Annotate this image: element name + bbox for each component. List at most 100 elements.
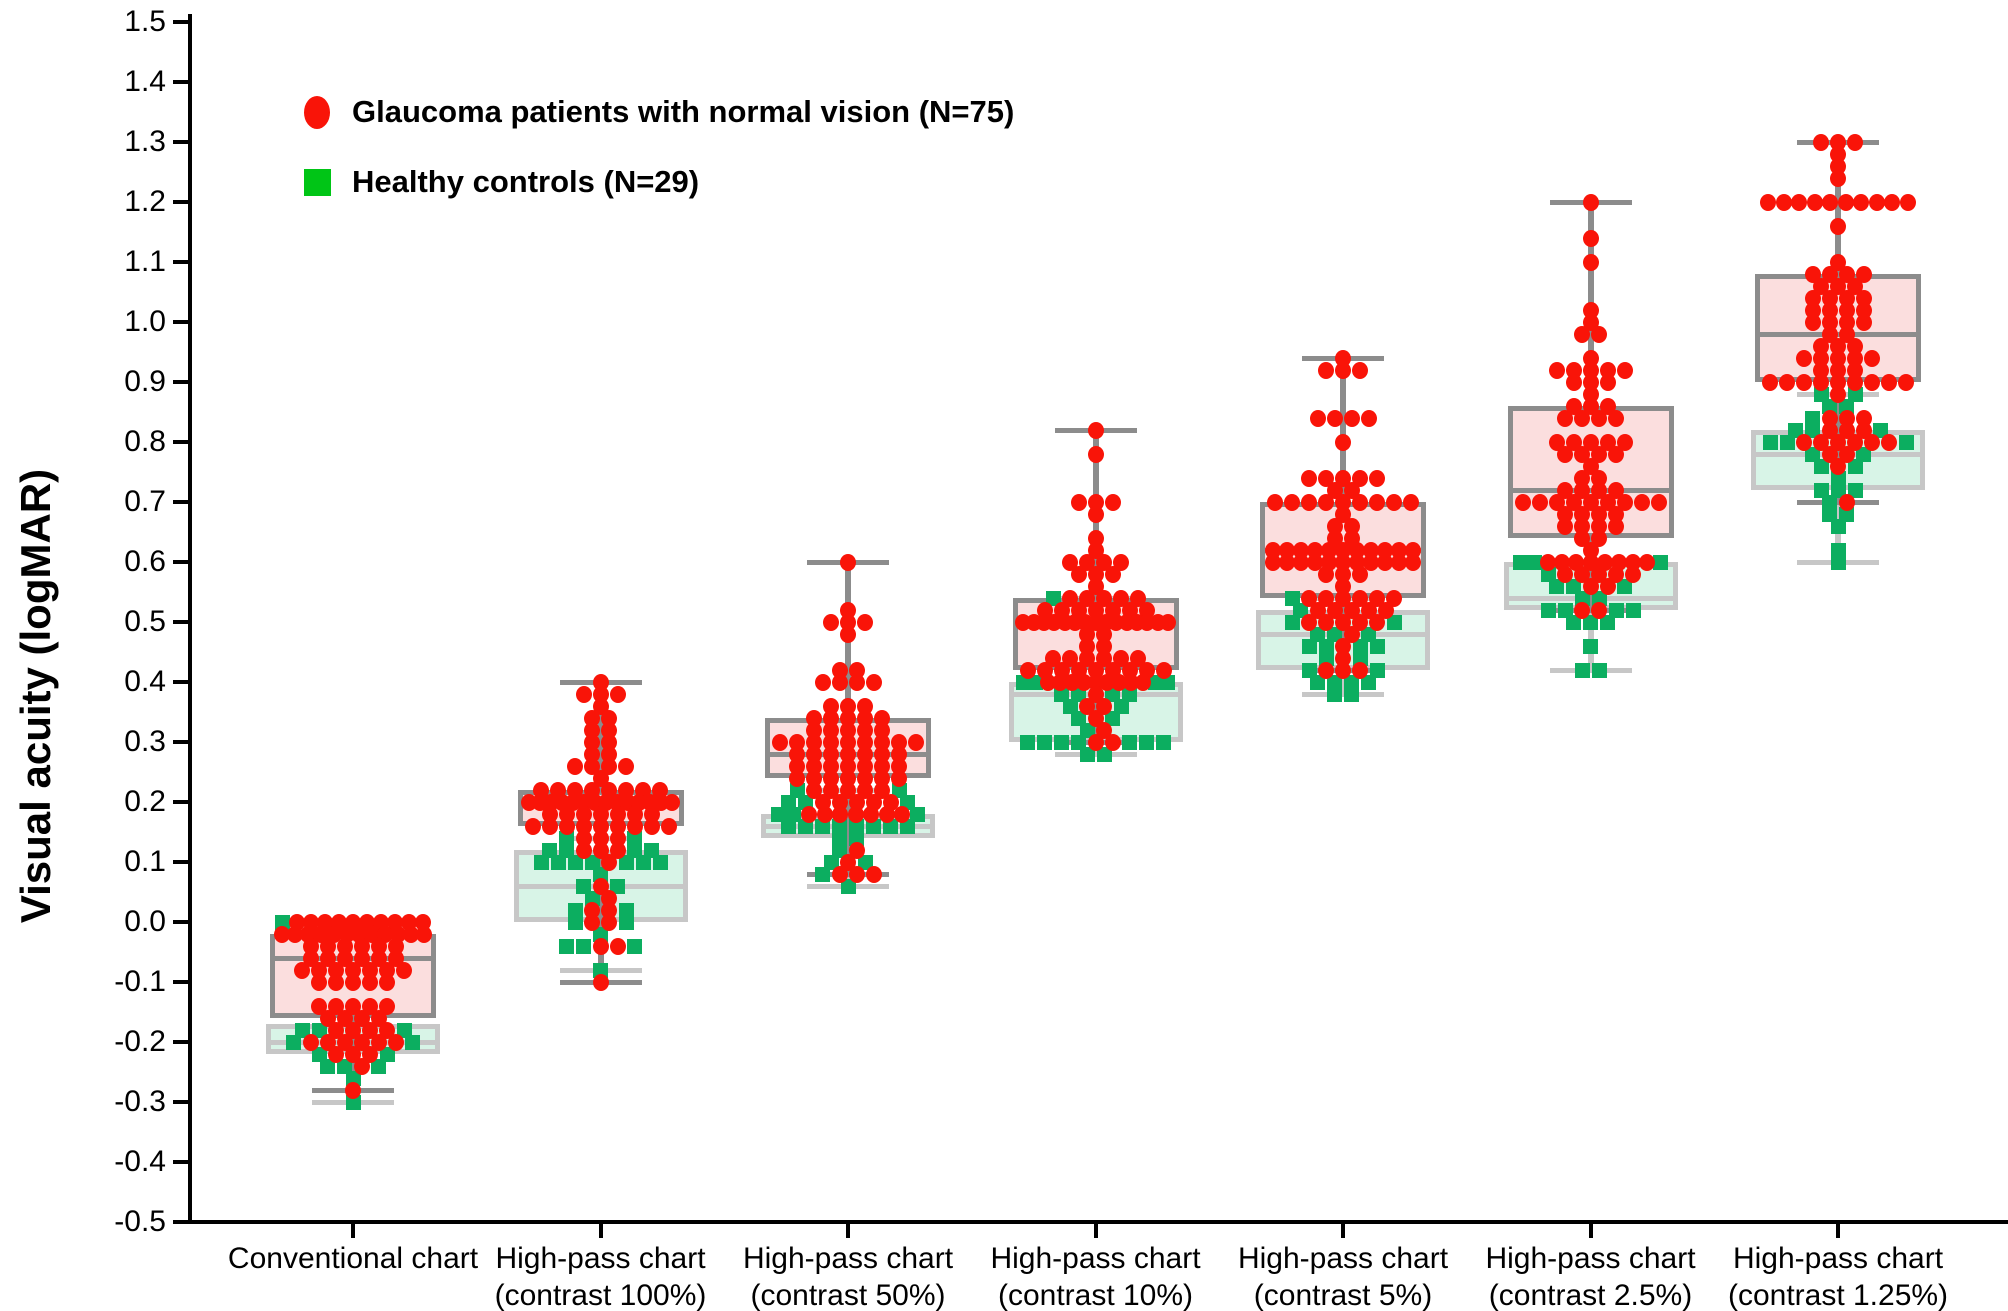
- healthy-point: [1805, 446, 1820, 462]
- healthy-point: [815, 866, 830, 882]
- healthy-point: [1617, 578, 1632, 594]
- healthy-point: [286, 1034, 301, 1050]
- glaucoma-point: [878, 805, 895, 823]
- healthy-point: [770, 806, 786, 822]
- glaucoma-point: [1531, 493, 1548, 511]
- glaucoma-point: [541, 817, 558, 835]
- glaucoma-point: [789, 769, 805, 787]
- x-axis-category-label-line: High-pass chart: [1237, 1242, 1449, 1275]
- glaucoma-point: [1377, 601, 1394, 619]
- glaucoma-point: [1638, 553, 1655, 571]
- y-axis-tick: [173, 380, 189, 384]
- healthy-point: [652, 854, 668, 870]
- glaucoma-point: [1063, 673, 1080, 691]
- glaucoma-point: [362, 973, 378, 991]
- glaucoma-point: [601, 853, 617, 871]
- glaucoma-point: [1838, 445, 1855, 463]
- healthy-point: [1105, 710, 1120, 726]
- glaucoma-point: [848, 673, 865, 691]
- glaucoma-point: [664, 793, 681, 811]
- glaucoma-point: [1762, 373, 1778, 391]
- glaucoma-point: [1599, 577, 1616, 595]
- glaucoma-point: [575, 685, 592, 703]
- glaucoma-point: [863, 805, 880, 823]
- healthy-point: [1512, 554, 1528, 570]
- glaucoma-point: [1318, 613, 1334, 631]
- glaucoma-point: [1391, 553, 1408, 571]
- glaucoma-point: [311, 973, 327, 991]
- glaucoma-point: [1806, 193, 1823, 211]
- glaucoma-point: [1616, 433, 1633, 451]
- healthy-point: [1566, 614, 1581, 630]
- x-axis-category-label-line: High-pass chart: [742, 1242, 954, 1275]
- healthy-point: [627, 938, 642, 954]
- healthy-point: [1600, 614, 1615, 630]
- y-axis-tick: [173, 1160, 189, 1164]
- x-axis-tick: [1341, 1222, 1345, 1238]
- healthy-point: [533, 854, 549, 870]
- healthy-point: [1813, 482, 1829, 498]
- healthy-point: [567, 914, 583, 930]
- glaucoma-point: [1159, 613, 1176, 631]
- x-axis-line: [188, 1220, 2008, 1224]
- y-axis-tick-label: -0.5: [114, 1205, 166, 1238]
- glaucoma-point: [609, 841, 626, 859]
- legend-label-healthy: Healthy controls (N=29): [352, 164, 700, 199]
- glaucoma-point: [832, 805, 849, 823]
- y-axis-tick: [173, 320, 189, 324]
- glaucoma-point: [1599, 373, 1616, 391]
- healthy-point: [1591, 662, 1607, 678]
- x-axis-category-label-line: High-pass chart: [990, 1242, 1201, 1275]
- healthy-point: [618, 914, 634, 930]
- glaucoma-point: [865, 673, 882, 691]
- glaucoma-point: [847, 805, 864, 823]
- healthy-point: [379, 1046, 395, 1062]
- healthy-point: [311, 1022, 327, 1038]
- y-axis-line: [188, 14, 192, 1224]
- healthy-point: [1062, 698, 1078, 714]
- y-axis-tick: [173, 620, 189, 624]
- x-axis-category-label: High-pass chart (contrast 10%): [931, 1240, 1261, 1311]
- glaucoma-point: [1837, 193, 1854, 211]
- healthy-point: [1079, 746, 1095, 762]
- glaucoma-point: [1343, 409, 1360, 427]
- glaucoma-point: [1360, 409, 1377, 427]
- glaucoma-point: [1301, 613, 1317, 631]
- glaucoma-point: [601, 901, 617, 919]
- glaucoma-point: [1830, 385, 1846, 403]
- glaucoma-point: [1070, 493, 1087, 511]
- healthy-point: [1898, 434, 1914, 450]
- glaucoma-point: [1813, 373, 1829, 391]
- y-axis-tick: [173, 260, 189, 264]
- glaucoma-point: [1335, 661, 1351, 679]
- healthy-point: [1293, 602, 1308, 618]
- y-axis-tick-label: 0.6: [124, 545, 166, 578]
- glaucoma-point: [1369, 493, 1385, 511]
- glaucoma-point: [1582, 577, 1599, 595]
- x-axis-tick: [1093, 1222, 1098, 1238]
- y-axis-tick: [173, 560, 189, 564]
- glaucoma-point: [1791, 193, 1808, 211]
- healthy-point: [1139, 734, 1154, 750]
- glaucoma-point: [1284, 493, 1300, 511]
- x-axis-category-label-line: (contrast 2.5%): [1488, 1279, 1693, 1311]
- healthy-point: [405, 1034, 420, 1050]
- glaucoma-point: [1264, 553, 1281, 571]
- glaucoma-point: [840, 625, 856, 643]
- healthy-point: [311, 1046, 327, 1062]
- glaucoma-point: [1608, 517, 1624, 535]
- glaucoma-point: [1898, 373, 1914, 391]
- glaucoma-point: [1821, 301, 1838, 319]
- glaucoma-point: [1306, 553, 1323, 571]
- glaucoma-point: [1335, 433, 1351, 451]
- healthy-point: [1653, 554, 1669, 570]
- x-axis-category-label: High-pass chart (contrast 50%): [683, 1240, 1013, 1311]
- x-axis-tick: [1588, 1222, 1593, 1238]
- glaucoma-point: [1847, 373, 1863, 391]
- glaucoma-median-line: [270, 955, 436, 961]
- healthy-point: [584, 854, 600, 870]
- y-axis-tick: [173, 800, 189, 804]
- glaucoma-point: [1363, 553, 1380, 571]
- y-axis-tick-label: 0.1: [124, 845, 166, 878]
- y-axis-tick-label: 0.8: [124, 425, 166, 458]
